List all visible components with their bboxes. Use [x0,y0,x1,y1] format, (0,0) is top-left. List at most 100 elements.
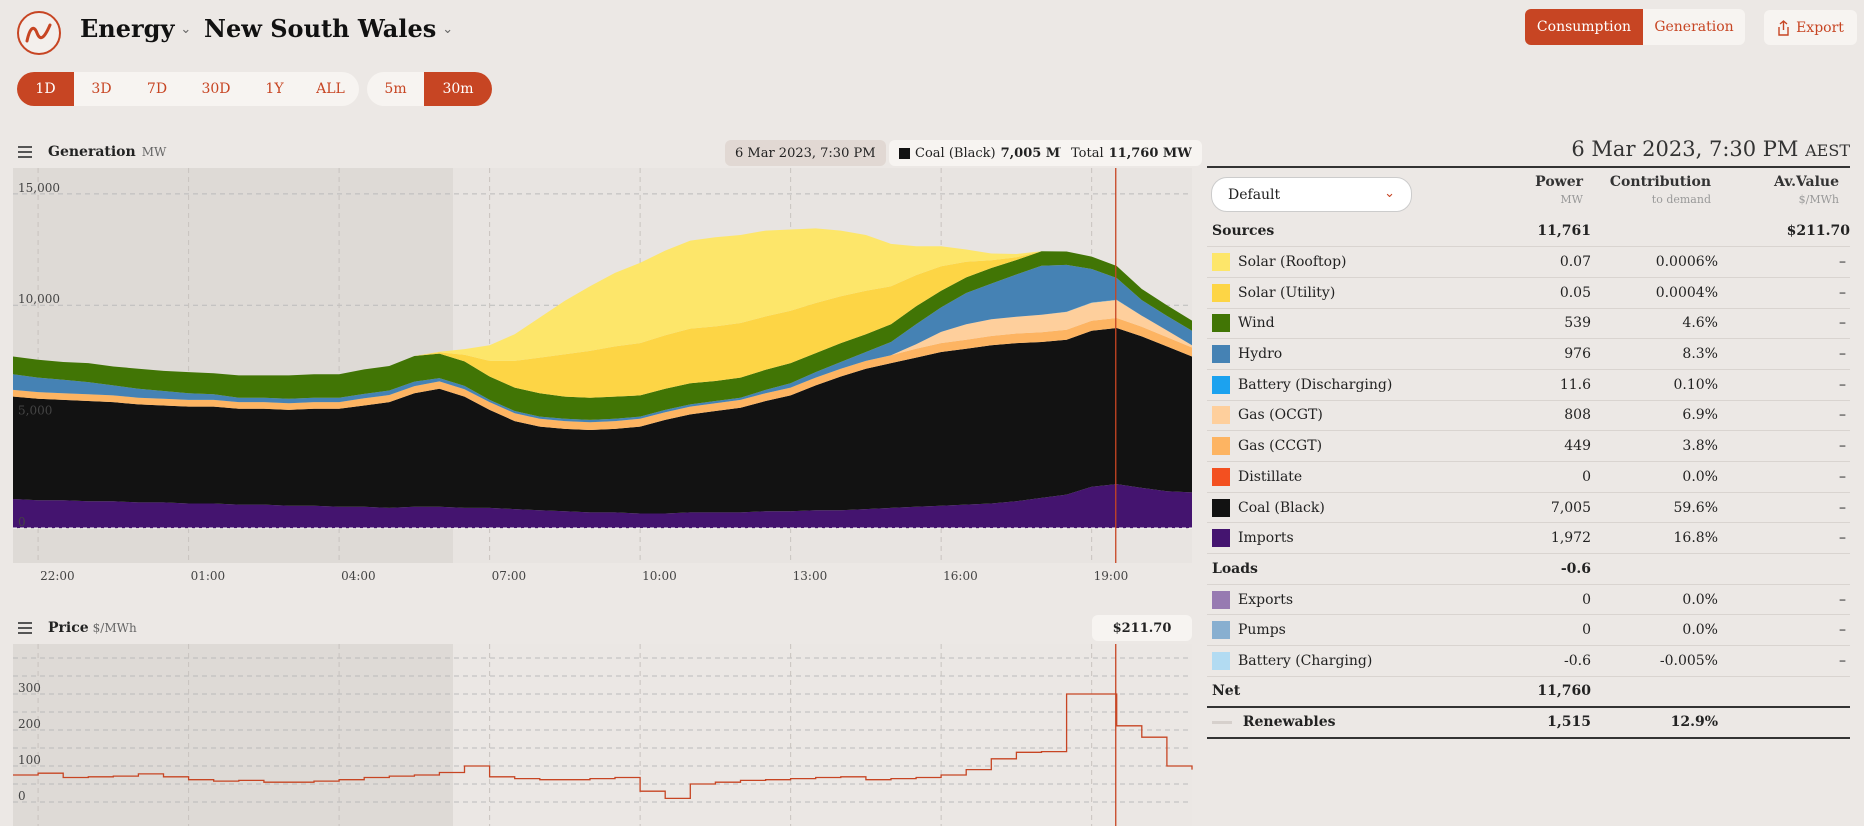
total-pill: Total 11,760 MW [1061,140,1202,166]
sources-name-cell: Imports [1207,522,1467,555]
sources-name: Imports [1238,530,1294,547]
export-button[interactable]: Export [1764,10,1857,45]
loads-contrib: -0.005% [1591,645,1718,677]
color-swatch-icon [1212,651,1230,670]
sources-label: Sources [1207,216,1467,248]
loads-power: -0.6 [1467,645,1591,677]
price-title: Price [48,620,89,636]
sources-name: Hydro [1238,346,1283,363]
logo-icon [25,23,52,43]
price-hover-value: $211.70 [1112,620,1172,636]
hover-series-name: Coal (Black) [915,145,996,161]
menu-icon[interactable] [18,146,32,158]
area-coal-black- [13,328,1192,514]
area-gas-ccgt- [13,318,1192,430]
range-selector: 1D 3D 7D 30D 1Y ALL [17,72,359,106]
export-label: Export [1796,19,1844,36]
sources-contrib: 3.8% [1591,430,1718,462]
sources-row[interactable]: Solar (Utility) 0.05 0.0004% – [1207,277,1850,309]
y-tick-label: 300 [18,681,41,695]
interval-30m-button[interactable]: 30m [424,72,492,106]
chevron-down-icon: ⌄ [442,22,454,37]
range-1y-button[interactable]: 1Y [265,81,284,97]
sources-name: Wind [1238,315,1275,332]
color-swatch-icon [1212,375,1230,394]
sources-row[interactable]: Gas (CCGT) 449 3.8% – [1207,430,1850,462]
sources-value: – [1718,308,1850,340]
sources-contrib: 6.9% [1591,400,1718,432]
color-swatch-icon [1212,314,1230,333]
sources-name-cell: Gas (OCGT) [1207,400,1467,432]
x-tick-label: 07:00 [492,569,527,583]
y-tick-label: 200 [18,717,41,731]
metric-selector[interactable]: Energy ⌄ [80,14,191,43]
generation-unit: MW [141,145,167,159]
price-unit: $/MWh [92,621,137,635]
column-value-header: Av.Value $/MWh [1740,174,1839,206]
area-solar-utility- [13,251,1192,398]
generation-title: Generation [48,144,136,160]
loads-row[interactable]: Battery (Charging) -0.6 -0.005% – [1207,645,1850,677]
sources-row[interactable]: Distillate 0 0.0% – [1207,461,1850,493]
loads-power: -0.6 [1467,553,1591,585]
column-power-header: Power MW [1478,174,1583,206]
sources-name-cell: Gas (CCGT) [1207,430,1467,462]
color-swatch-icon [1212,529,1230,548]
loads-power: 0 [1467,614,1591,647]
loads-value: – [1718,584,1850,616]
sources-row[interactable]: Wind 539 4.6% – [1207,308,1850,340]
summary-table: Sources 11,761 $211.70 Solar (Rooftop) 0.… [1207,216,1850,739]
sources-contrib: 8.3% [1591,338,1718,370]
generation-button[interactable]: Generation [1654,19,1734,35]
sources-name: Gas (CCGT) [1238,438,1323,455]
sources-name: Battery (Discharging) [1238,376,1393,393]
region-selector-label: New South Wales [204,14,437,43]
col-value-unit: $/MWh [1798,193,1839,206]
x-tick-label: 01:00 [191,569,226,583]
sources-value: – [1718,400,1850,432]
hover-time-pill: 6 Mar 2023, 7:30 PM [725,140,886,166]
col-contrib-label: Contribution [1609,174,1711,190]
y-tick-label: 0 [18,515,26,529]
sources-row: Sources 11,761 $211.70 [1207,216,1850,248]
sources-name: Gas (OCGT) [1238,407,1323,424]
sources-name-cell: Battery (Discharging) [1207,369,1467,401]
region-selector[interactable]: New South Wales ⌄ [204,14,453,43]
price-chart[interactable]: 300 200 100 0 [13,644,1193,826]
price-panel-header: Price $/MWh [18,620,137,636]
sources-contrib: 0.10% [1591,369,1718,401]
range-3d-button[interactable]: 3D [91,81,112,97]
sources-row[interactable]: Solar (Rooftop) 0.07 0.0006% – [1207,246,1850,278]
interval-5m-button[interactable]: 5m [384,81,407,97]
sources-value: – [1718,369,1850,401]
range-1d-button[interactable]: 1D [17,72,74,106]
sources-contrib: 0.0% [1591,461,1718,493]
y-tick-label: 0 [18,789,26,803]
generation-chart[interactable]: 15,000 10,000 5,000 0 22:00 01:00 04:00 07:00 10… [13,168,1192,588]
loads-row[interactable]: Exports 0 0.0% – [1207,584,1850,616]
app-logo[interactable] [17,11,61,55]
sources-row[interactable]: Imports 1,972 16.8% – [1207,522,1850,555]
loads-row[interactable]: Pumps 0 0.0% – [1207,614,1850,647]
loads-value: – [1718,614,1850,647]
sources-name-cell: Coal (Black) [1207,492,1467,524]
sources-row[interactable]: Hydro 976 8.3% – [1207,338,1850,370]
sources-row[interactable]: Gas (OCGT) 808 6.9% – [1207,400,1850,432]
sources-row[interactable]: Battery (Discharging) 11.6 0.10% – [1207,369,1850,401]
consumption-button[interactable]: Consumption [1525,9,1643,45]
color-swatch-icon [1212,437,1230,456]
summary-view-dropdown[interactable]: Default ⌄ [1211,177,1412,212]
chevron-down-icon: ⌄ [180,22,192,37]
range-all-button[interactable]: ALL [316,81,345,97]
sources-value: – [1718,430,1850,462]
sources-name-cell: Solar (Rooftop) [1207,246,1467,278]
loads-value: – [1718,645,1850,677]
top-bar: Energy ⌄ New South Wales ⌄ Consumption G… [0,0,1864,66]
range-30d-button[interactable]: 30D [201,81,231,97]
range-7d-button[interactable]: 7D [146,81,168,97]
dropdown-label: Default [1228,186,1281,203]
sources-row[interactable]: Coal (Black) 7,005 59.6% – [1207,492,1850,524]
summary-timezone: AEST [1805,141,1850,160]
menu-icon[interactable] [18,622,32,634]
sources-value: – [1718,461,1850,493]
